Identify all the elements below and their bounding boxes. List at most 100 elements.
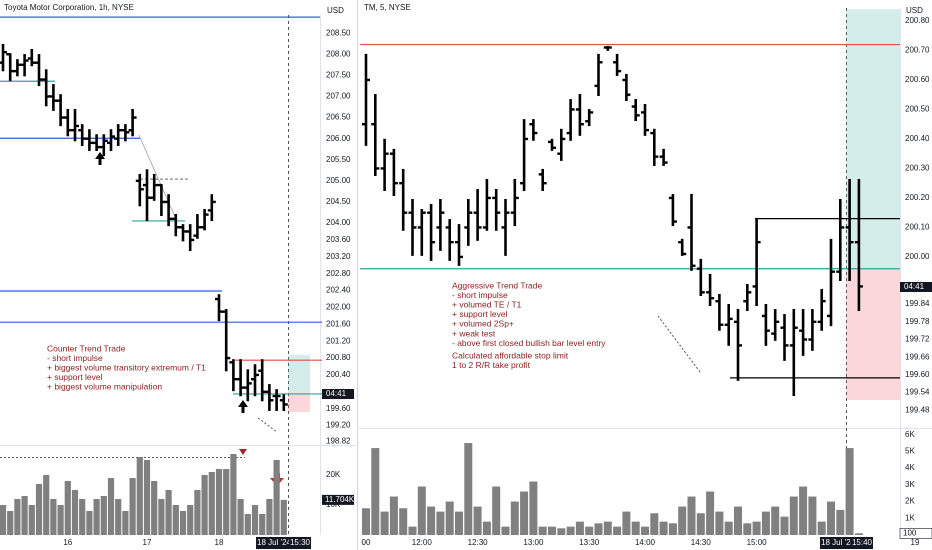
volume-bar xyxy=(380,511,389,535)
volume-bar xyxy=(771,506,780,535)
y-tick-label: 200.60 xyxy=(905,75,930,84)
target-zone xyxy=(288,355,310,393)
volume-tag: 100 xyxy=(903,528,917,537)
chart-title: TM, 5, NYSE xyxy=(364,3,411,12)
x-tick-label: 19 xyxy=(911,538,920,547)
countdown-tag: 04:41 xyxy=(904,282,925,291)
y-tick-label: 199.72 xyxy=(905,335,930,344)
volume-bar xyxy=(455,511,463,535)
volume-tick-label: 20K xyxy=(326,470,341,479)
y-tick-label: 203.20 xyxy=(326,252,351,261)
volume-bar xyxy=(557,528,566,535)
volume-bar xyxy=(529,481,538,535)
annotation-text: Counter Trend Trade xyxy=(47,343,126,353)
annotation-text: + biggest volume transitory extremum / T… xyxy=(47,362,206,372)
volume-bar xyxy=(659,521,668,535)
volume-tick-label: 2K xyxy=(905,497,915,506)
volume-bar xyxy=(706,491,715,535)
volume-bar xyxy=(122,511,129,535)
volume-bar xyxy=(151,481,158,535)
y-tick-label: 199.54 xyxy=(905,388,930,397)
volume-bar xyxy=(845,448,854,535)
x-tick-label: 13:00 xyxy=(523,538,544,547)
y-tick-label: 202.40 xyxy=(326,286,351,295)
volume-bar xyxy=(436,511,445,535)
down-marker xyxy=(239,449,247,455)
volume-bar xyxy=(641,526,649,535)
volume-bar xyxy=(251,505,259,535)
volume-bar xyxy=(194,490,201,535)
volume-bar xyxy=(566,526,575,535)
currency-label: USD xyxy=(327,6,344,15)
y-tick-label: 199.60 xyxy=(326,404,351,413)
x-tick-label: 15:00 xyxy=(747,538,768,547)
volume-bar xyxy=(520,491,529,535)
volume-bar xyxy=(482,521,491,535)
target-zone xyxy=(846,9,900,269)
volume-bar xyxy=(575,521,584,535)
volume-bar xyxy=(827,501,835,535)
volume-bar xyxy=(594,523,603,535)
y-tick-label: 205.50 xyxy=(326,155,351,164)
y-tick-label: 207.50 xyxy=(326,70,351,79)
volume-bar xyxy=(237,499,244,535)
y-tick-label: 200.20 xyxy=(905,193,930,202)
volume-bar xyxy=(538,526,547,535)
volume-bar xyxy=(799,486,808,535)
volume-bar xyxy=(427,506,436,535)
volume-bar xyxy=(752,521,761,535)
volume-bar xyxy=(761,511,770,535)
countdown-tag-bg xyxy=(900,282,932,292)
y-tick-label: 203.60 xyxy=(326,235,351,244)
x-tick-label: 12:00 xyxy=(412,538,433,547)
countdown-tag-bg xyxy=(322,389,354,399)
volume-bar xyxy=(473,506,482,535)
stop-zone xyxy=(846,268,900,400)
countdown-tag: 04:41 xyxy=(326,389,347,398)
cursor-tag-bg xyxy=(256,537,292,549)
volume-bar xyxy=(585,526,594,535)
volume-bar xyxy=(650,513,659,535)
x-tick-label: 14:30 xyxy=(691,538,712,547)
y-tick-label: 199.60 xyxy=(905,370,930,379)
y-tick-label: 206.00 xyxy=(326,134,351,143)
volume-bar xyxy=(464,443,473,535)
up-arrow xyxy=(238,400,248,413)
volume-bar xyxy=(28,505,35,535)
annotation-text: - above first closed bullish bar level e… xyxy=(452,338,606,348)
volume-bar xyxy=(57,505,64,535)
volume-bar xyxy=(223,469,230,535)
x-tick-label: 00 xyxy=(362,538,371,547)
volume-bar xyxy=(0,505,7,535)
x-tick-label: 16 xyxy=(63,538,72,547)
y-tick-label: 208.50 xyxy=(326,28,351,37)
volume-bar xyxy=(100,496,107,535)
volume-bar xyxy=(417,486,426,535)
y-tick-label: 202.80 xyxy=(326,269,351,278)
volume-bar xyxy=(854,533,863,535)
volume-tag-bg xyxy=(322,494,354,505)
volume-bar xyxy=(510,501,519,535)
volume-bar xyxy=(734,506,742,535)
y-tick-label: 200.40 xyxy=(326,370,351,379)
annotation-text: - short impulse xyxy=(47,353,103,363)
volume-bar xyxy=(808,496,817,535)
y-tick-label: 208.00 xyxy=(326,49,351,58)
volume-bar xyxy=(201,475,208,535)
volume-bar xyxy=(445,501,454,535)
volume-bar xyxy=(622,511,631,535)
volume-tick-label: 1K xyxy=(905,513,915,522)
volume-bar xyxy=(158,499,165,535)
currency-label: USD xyxy=(906,6,923,15)
annotation-text: + biggest volume manipulation xyxy=(47,382,162,392)
volume-bar xyxy=(136,457,143,535)
y-tick-label: 200.80 xyxy=(326,353,351,362)
y-tick-label: 199.84 xyxy=(905,299,930,308)
annotation-text: Calculated affordable stop limit xyxy=(452,350,569,360)
cursor-tag: 18 Jul '24 xyxy=(821,538,856,547)
y-tick-label: 200.00 xyxy=(905,252,930,261)
cursor-tag: 15:30 xyxy=(290,538,311,547)
y-tick-label: 199.78 xyxy=(905,317,930,326)
annotation-text: 1 to 2 R/R take profit xyxy=(452,360,531,370)
volume-bar xyxy=(399,508,408,535)
